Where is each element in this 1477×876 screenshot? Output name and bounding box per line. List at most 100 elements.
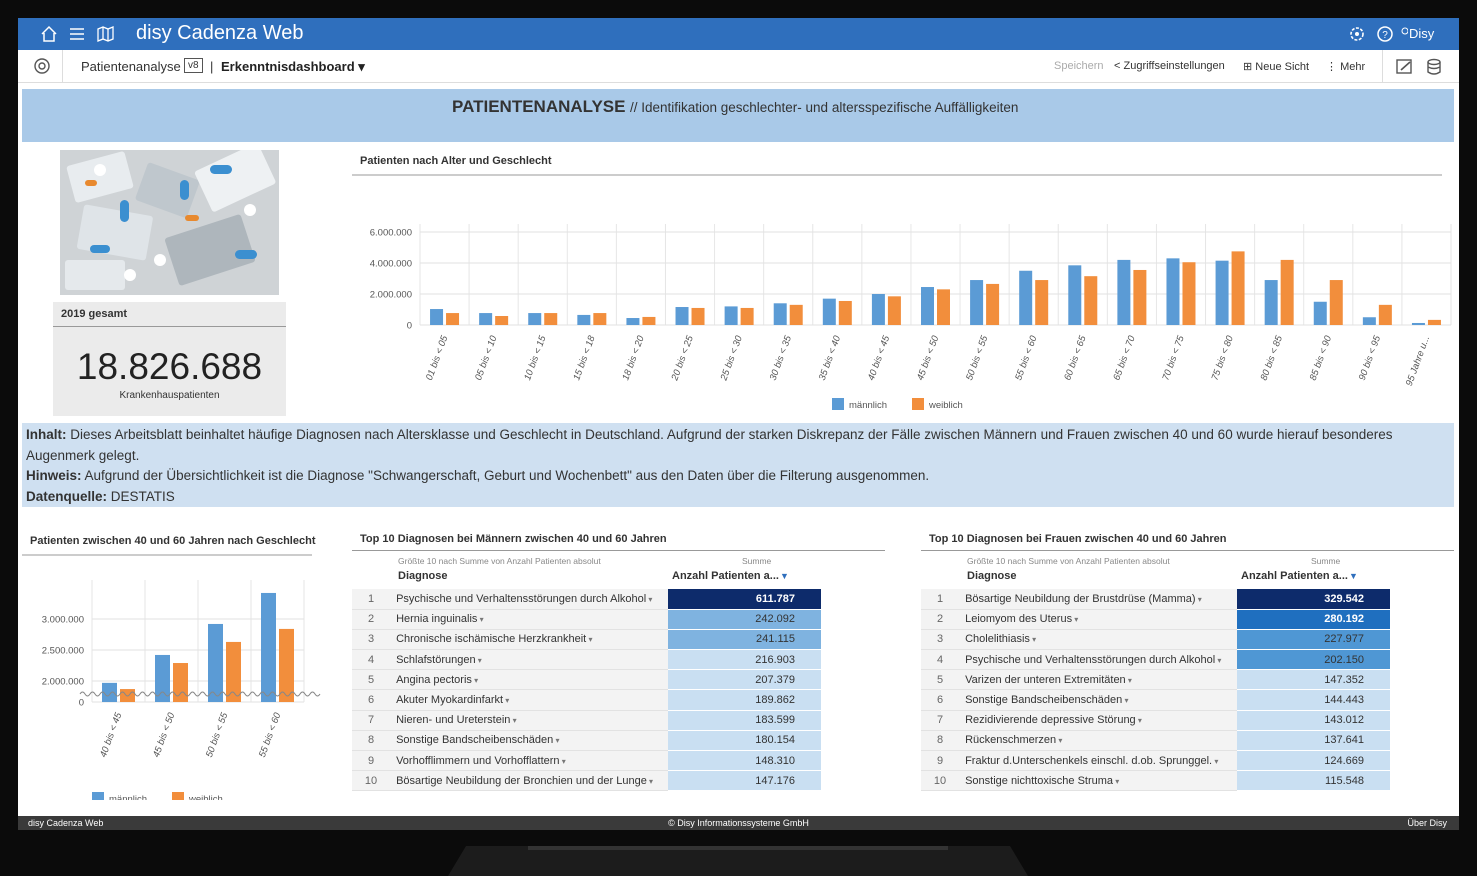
bar	[1166, 258, 1180, 325]
value-cell: 148.310	[667, 750, 821, 772]
banner-subtitle: // Identifikation geschlechter- und alte…	[629, 100, 1019, 115]
row-number: 3	[921, 629, 960, 651]
column-header[interactable]: Anzahl Patienten a...	[1241, 570, 1348, 582]
diagnosis-cell: Bösartige Neubildung der Bronchien und d…	[390, 770, 668, 792]
diagnosis-cell: Nieren- und Ureterstein	[390, 710, 668, 731]
user-name[interactable]: Disy	[1409, 26, 1435, 41]
footer-left[interactable]: disy Cadenza Web	[28, 818, 104, 828]
nav-icons[interactable]	[40, 25, 120, 43]
diagnosis-text[interactable]: Bösartige Neubildung der Brustdrüse (Mam…	[965, 593, 1202, 605]
diagnosis-text[interactable]: Varizen der unteren Extremitäten	[965, 674, 1132, 686]
diagnosis-text[interactable]: Chronische ischämische Herzkrankheit	[396, 633, 592, 645]
edit-db-icons[interactable]	[1396, 58, 1446, 76]
axis-break	[79, 691, 321, 697]
table-women: Top 10 Diagnosen bei Frauen zwischen 40 …	[921, 533, 1454, 792]
value-cell: 137.641	[1236, 730, 1390, 752]
table-subtitle: Größte 10 nach Summe von Anzahl Patiente…	[967, 556, 1170, 566]
diagnosis-text[interactable]: Bösartige Neubildung der Bronchien und d…	[396, 775, 653, 787]
legend-swatch	[92, 792, 104, 800]
value-cell: 143.012	[1236, 710, 1390, 731]
diagnosis-text[interactable]: Hernia inguinalis	[396, 613, 484, 625]
table-body: 1 Psychische und Verhaltensstörungen durc…	[352, 589, 821, 792]
x-tick-label: 20 bis < 25	[669, 334, 696, 383]
diagnosis-text[interactable]: Nieren- und Ureterstein	[396, 714, 517, 726]
table-row: 4 Schlafstörungen 216.903	[352, 649, 821, 671]
table-row: 3 Cholelithiasis 227.977	[921, 629, 1390, 651]
bar	[675, 307, 689, 325]
diagnosis-text[interactable]: Leiomyom des Uterus	[965, 613, 1078, 625]
diagnosis-text[interactable]: Sonstige Bandscheibenschäden	[965, 694, 1128, 706]
diagnosis-text[interactable]: Fraktur d.Unterschenkels einschl. d.ob. …	[965, 755, 1218, 767]
diagnosis-text[interactable]: Rückenschmerzen	[965, 734, 1062, 746]
diagnosis-text[interactable]: Psychische und Verhaltensstörungen durch…	[396, 593, 652, 605]
diagnosis-text[interactable]: Psychische und Verhaltensstörungen durch…	[965, 654, 1221, 666]
info-box: Inhalt: Dieses Arbeitsblatt beinhaltet h…	[22, 423, 1454, 507]
x-tick-label: 45 bis < 50	[915, 334, 942, 382]
bar	[1313, 301, 1327, 325]
bar	[773, 303, 787, 325]
x-tick-label: 05 bis < 10	[473, 334, 500, 382]
row-number: 8	[352, 730, 391, 752]
bar	[970, 280, 984, 325]
row-number: 9	[921, 750, 960, 772]
access-label: Zugriffseinstellungen	[1123, 60, 1225, 72]
settings-help-icons[interactable]: ?	[1348, 25, 1408, 43]
x-tick-label: 70 bis < 75	[1160, 334, 1187, 382]
x-tick-label: 95 Jahre u...	[1404, 334, 1432, 387]
bar	[887, 296, 901, 325]
legend-label: männlich	[849, 400, 887, 410]
save-button[interactable]: Speichern	[1054, 60, 1104, 72]
y-tick-label: 0	[79, 698, 84, 709]
value-cell: 611.787	[667, 589, 821, 610]
x-tick-label: 10 bis < 15	[522, 334, 549, 382]
value-cell: 189.862	[667, 689, 821, 711]
info-text: DESTATIS	[110, 488, 175, 504]
new-view-label: Neue Sicht	[1255, 61, 1310, 73]
row-number: 7	[352, 710, 391, 731]
diagnosis-text[interactable]: Cholelithiasis	[965, 633, 1036, 645]
bar	[1035, 280, 1049, 325]
diagnosis-cell: Leiomyom des Uterus	[959, 609, 1237, 630]
value-cell: 207.379	[667, 669, 821, 691]
table-row: 10 Sonstige nichttoxische Struma 115.548	[921, 770, 1390, 792]
diagnosis-text[interactable]: Vorhofflimmern und Vorhofflattern	[396, 755, 566, 767]
legend-label: männlich	[109, 794, 147, 800]
screen: disy Cadenza Web ? Disy Patientenanalyse…	[18, 18, 1459, 830]
table-rule	[921, 550, 1454, 551]
chart-title: Patienten nach Alter und Geschlecht	[360, 155, 552, 167]
diagnosis-text[interactable]: Rezidivierende depressive Störung	[965, 714, 1142, 726]
diagnosis-text[interactable]: Angina pectoris	[396, 674, 478, 686]
bar	[822, 298, 836, 325]
new-view-button[interactable]: ⊞ Neue Sicht	[1243, 61, 1310, 73]
bar	[1329, 280, 1343, 325]
footer-right[interactable]: Über Disy	[1407, 818, 1447, 828]
table-row: 2 Hernia inguinalis 242.092	[352, 609, 821, 630]
diagnosis-text[interactable]: Sonstige nichttoxische Struma	[965, 775, 1119, 787]
value-cell: 183.599	[667, 710, 821, 731]
diagnosis-text[interactable]: Schlafstörungen	[396, 654, 482, 666]
bar	[1231, 251, 1245, 325]
column-header[interactable]: Anzahl Patienten a...	[672, 570, 779, 582]
bar	[724, 306, 738, 325]
bar	[1378, 304, 1392, 325]
more-button[interactable]: ⋮ Mehr	[1326, 61, 1366, 73]
access-button[interactable]: < Zugriffseinstellungen	[1114, 60, 1225, 72]
value-cell: 124.669	[1236, 750, 1390, 772]
diagnosis-text[interactable]: Akuter Myokardinfarkt	[396, 694, 509, 706]
table-row: 5 Varizen der unteren Extremitäten 147.352	[921, 669, 1390, 691]
workbook-name[interactable]: Patientenanalyse	[81, 59, 181, 74]
target-icon[interactable]	[34, 58, 52, 76]
bar	[1182, 262, 1196, 325]
x-tick-label: 30 bis < 35	[768, 334, 795, 382]
bar	[226, 641, 241, 702]
sheet-name[interactable]: Erkenntnisdashboard ▾	[221, 59, 365, 74]
diagnosis-cell: Cholelithiasis	[959, 629, 1237, 651]
column-header[interactable]: Diagnose	[967, 570, 1017, 582]
x-tick-label: 18 bis < 20	[620, 334, 647, 382]
column-header[interactable]: Diagnose	[398, 570, 448, 582]
x-tick-label: 50 bis < 55	[964, 334, 991, 382]
diagnosis-text[interactable]: Sonstige Bandscheibenschäden	[396, 734, 559, 746]
x-tick-label: 35 bis < 40	[817, 334, 844, 382]
row-number: 4	[352, 649, 391, 671]
info-label: Datenquelle:	[26, 488, 108, 504]
